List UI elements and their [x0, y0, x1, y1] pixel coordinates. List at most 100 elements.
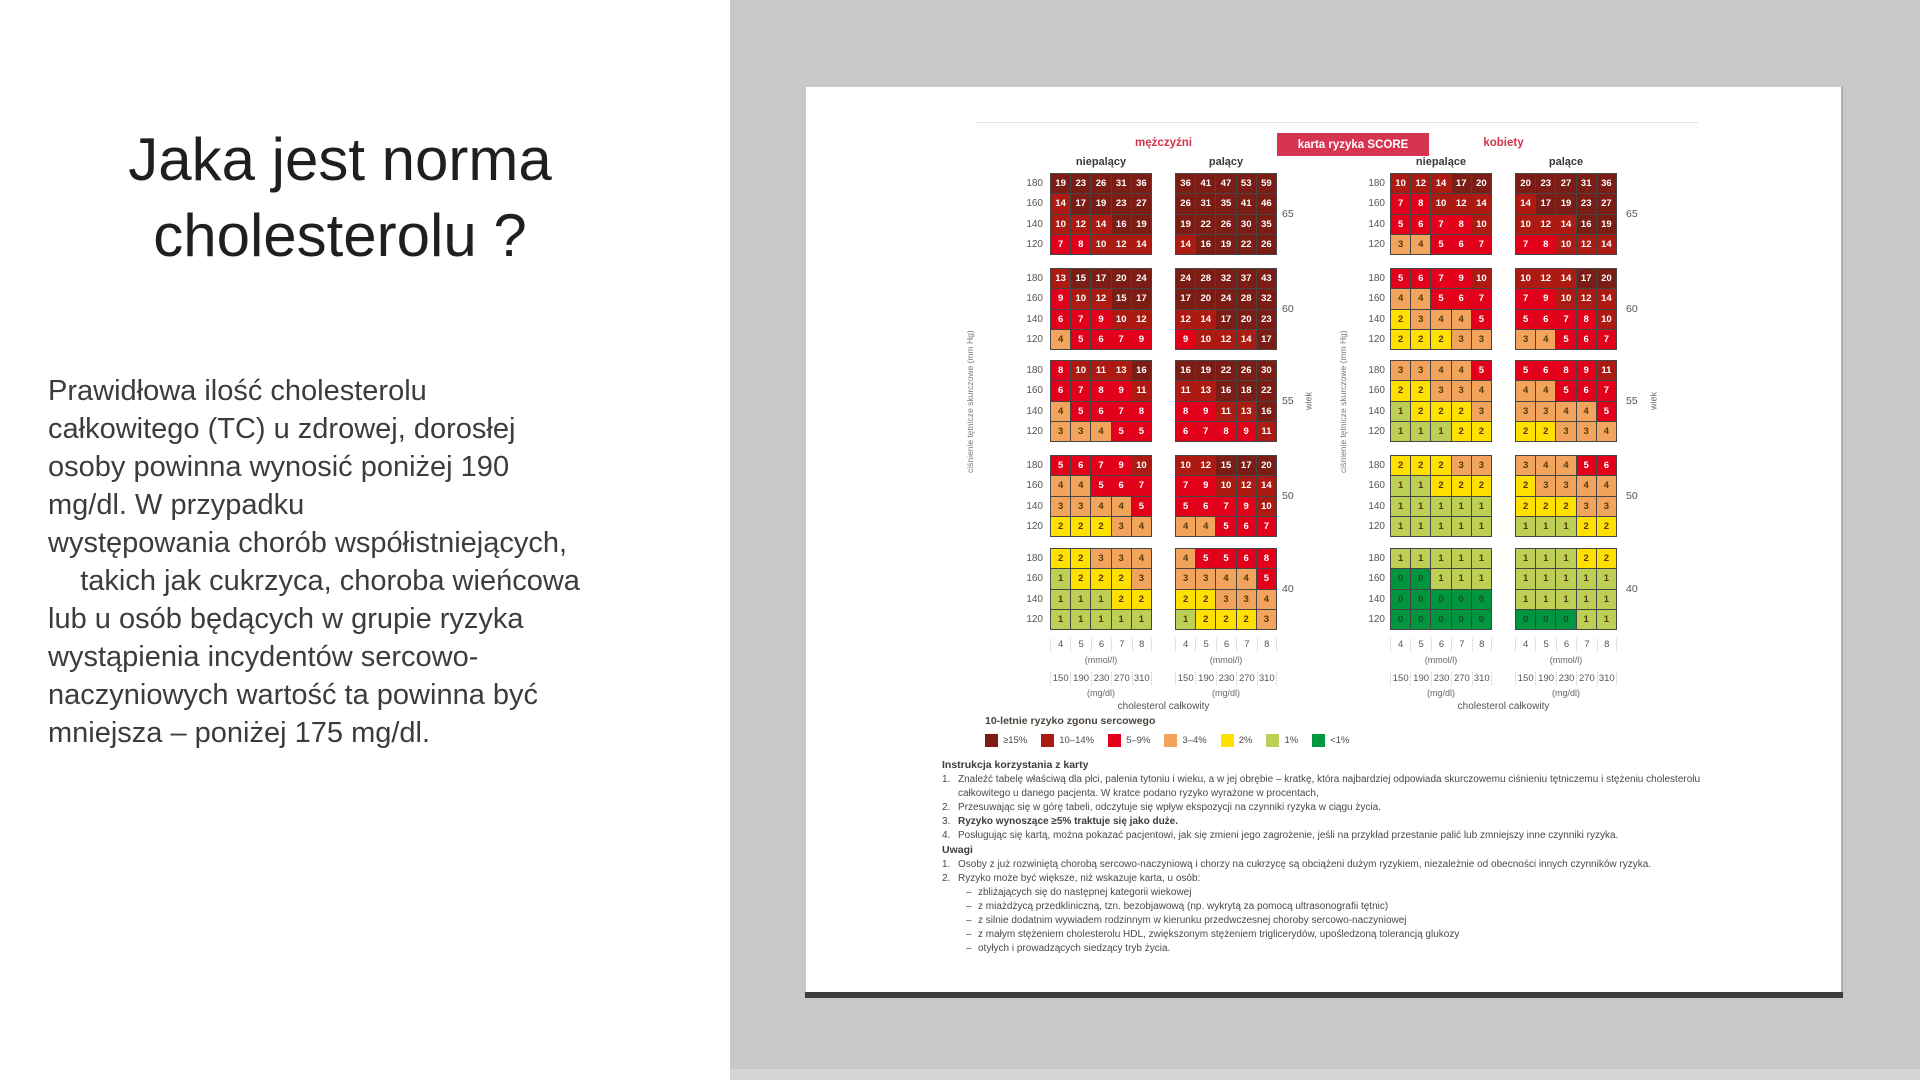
risk-cell: 31	[1196, 194, 1216, 214]
risk-cell: 2	[1451, 401, 1471, 421]
y-axis-title: ciśnienie tętnicze skurczowe (mm Hg)	[1338, 330, 1348, 473]
risk-cell: 26	[1091, 174, 1111, 194]
risk-cell: 5	[1071, 401, 1091, 421]
risk-cell: 5	[1051, 456, 1071, 476]
risk-cell: 0	[1431, 589, 1451, 609]
risk-cell: 2	[1516, 496, 1536, 516]
risk-cell: 12	[1536, 214, 1556, 234]
body-line: Prawidłowa ilość cholesterolu	[48, 375, 427, 407]
risk-cell: 6	[1576, 329, 1596, 349]
sbp-scale: 180 160 140 120	[1368, 459, 1385, 533]
risk-cell: 46	[1256, 194, 1276, 214]
risk-cell: 3	[1576, 496, 1596, 516]
risk-cell: 4	[1431, 361, 1451, 381]
risk-cell: 23	[1111, 194, 1131, 214]
risk-cell: 17	[1256, 329, 1276, 349]
risk-cell: 4	[1556, 401, 1576, 421]
age-label: 55	[1282, 395, 1294, 407]
risk-block: 5 6 8 9 11 4 4 5 6 7 3 3 4 4 5 2 2 3 3 4	[1515, 360, 1617, 442]
risk-cell: 1	[1391, 516, 1411, 536]
risk-cell: 37	[1236, 269, 1256, 289]
smoker-status-label: palący	[1208, 156, 1244, 168]
risk-cell: 24	[1131, 269, 1151, 289]
risk-cell: 10	[1051, 214, 1071, 234]
numbered-item: 3. Ryzyko wynoszące ≥5% traktuje się jako…	[942, 816, 1179, 827]
risk-block: 10 12 14 17 20 7 9 10 12 14 5 6 7 8 10 3 4 5 6 7	[1515, 268, 1617, 350]
risk-cell: 6	[1196, 496, 1216, 516]
risk-cell: 6	[1411, 269, 1431, 289]
risk-cell: 1	[1471, 496, 1491, 516]
risk-cell: 2	[1431, 456, 1451, 476]
risk-cell: 5	[1216, 549, 1236, 569]
risk-cell: 16	[1111, 214, 1131, 234]
risk-cell: 20	[1471, 174, 1491, 194]
legend-item: 2%	[1220, 734, 1252, 747]
numbered-item: 2. Przesuwając się w górę tabeli, odczytu…	[942, 802, 1381, 813]
smoker-status-label: palące	[1548, 156, 1584, 168]
risk-cell: 14	[1556, 214, 1576, 234]
risk-cell: 16	[1196, 234, 1216, 254]
risk-cell: 1	[1431, 549, 1451, 569]
risk-cell: 32	[1256, 289, 1276, 309]
risk-cell: 4	[1536, 381, 1556, 401]
risk-cell: 5	[1176, 496, 1196, 516]
risk-cell: 2	[1536, 421, 1556, 441]
risk-cell: 4	[1556, 456, 1576, 476]
note-sub-item: – zbliżających się do następnej kategorii…	[966, 887, 1192, 898]
risk-cell: 4	[1256, 589, 1276, 609]
legend-title: 10-letnie ryzyko zgonu sercowego	[985, 715, 1156, 727]
risk-cell: 0	[1391, 589, 1411, 609]
left-text-panel: Jaka jest norma cholesterolu ? Prawidłow…	[0, 0, 730, 1080]
risk-cell: 20	[1516, 174, 1536, 194]
risk-cell: 1	[1596, 609, 1616, 629]
risk-cell: 3	[1596, 496, 1616, 516]
risk-cell: 4	[1596, 476, 1616, 496]
risk-cell: 30	[1236, 214, 1256, 234]
risk-cell: 3	[1516, 401, 1536, 421]
risk-cell: 12	[1071, 214, 1091, 234]
risk-cell: 3	[1556, 421, 1576, 441]
risk-cell: 1	[1471, 569, 1491, 589]
risk-cell: 7	[1176, 476, 1196, 496]
risk-cell: 1	[1051, 589, 1071, 609]
notes-title: Uwagi	[942, 844, 973, 856]
slide[interactable]: karta ryzyka SCORE mężczyźni ciśnienie tę…	[805, 87, 1843, 998]
risk-cell: 12	[1451, 194, 1471, 214]
risk-cell: 7	[1196, 421, 1216, 441]
risk-cell: 1	[1411, 496, 1431, 516]
x-axis-title: cholesterol całkowity	[1457, 701, 1550, 712]
note-sub-item: – z miażdżycą przedkliniczną, tzn. bezobj…	[966, 901, 1389, 912]
risk-cell: 17	[1176, 289, 1196, 309]
risk-cell: 17	[1451, 174, 1471, 194]
risk-cell: 2	[1111, 569, 1131, 589]
risk-cell: 7	[1051, 234, 1071, 254]
risk-cell: 5	[1216, 516, 1236, 536]
risk-cell: 2	[1431, 329, 1451, 349]
risk-cell: 6	[1451, 289, 1471, 309]
risk-cell: 0	[1411, 609, 1431, 629]
risk-cell: 6	[1451, 234, 1471, 254]
risk-cell: 10	[1556, 234, 1576, 254]
legend-item: <1%	[1312, 734, 1349, 747]
risk-cell: 4	[1091, 421, 1111, 441]
risk-cell: 7	[1516, 234, 1536, 254]
risk-cell: 6	[1111, 476, 1131, 496]
risk-cell: 5	[1091, 476, 1111, 496]
risk-cell: 6	[1576, 381, 1596, 401]
risk-cell: 10	[1471, 269, 1491, 289]
risk-cell: 6	[1236, 516, 1256, 536]
risk-cell: 2	[1451, 476, 1471, 496]
risk-cell: 23	[1536, 174, 1556, 194]
risk-cell: 17	[1216, 309, 1236, 329]
risk-cell: 8	[1536, 234, 1556, 254]
risk-cell: 31	[1111, 174, 1131, 194]
risk-cell: 4	[1536, 329, 1556, 349]
risk-cell: 47	[1216, 174, 1236, 194]
risk-cell: 2	[1091, 569, 1111, 589]
risk-cell: 0	[1431, 609, 1451, 629]
risk-cell: 11	[1216, 401, 1236, 421]
